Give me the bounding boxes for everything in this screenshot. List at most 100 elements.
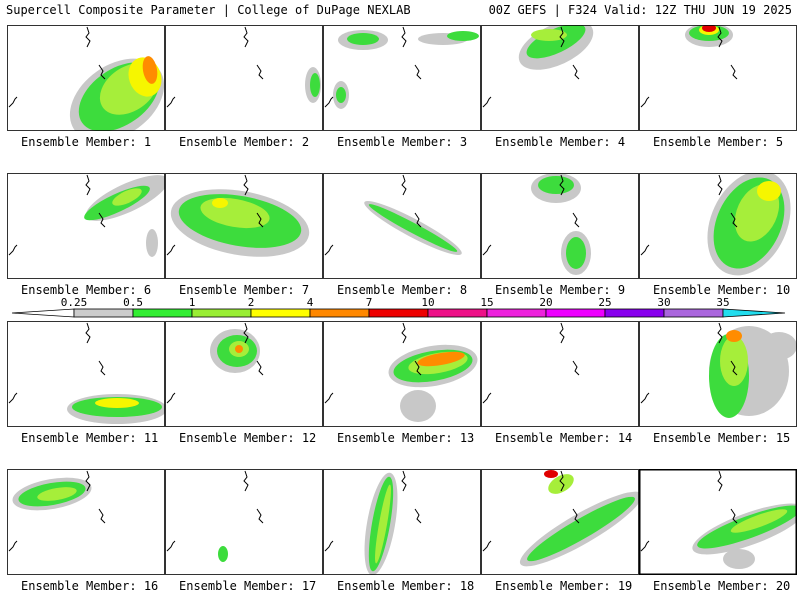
colorbar-segment [604, 308, 665, 318]
colorbar-high-arrow [722, 308, 786, 318]
scp-map-10 [639, 173, 797, 279]
ensemble-panel-16 [7, 469, 165, 575]
ensemble-member-label: Ensemble Member: 3 [337, 135, 468, 149]
colorbar-segment [486, 308, 547, 318]
colorbar-segment [427, 308, 488, 318]
coastline-outline [324, 26, 422, 108]
scp-contours-9 [531, 173, 591, 275]
scp-map-3 [323, 25, 481, 131]
ensemble-member-label: Ensemble Member: 6 [21, 283, 152, 297]
scp-map-11 [7, 321, 165, 427]
ensemble-member-label: Ensemble Member: 10 [653, 283, 791, 297]
color-scale-bar [11, 308, 786, 318]
ensemble-panel-6 [7, 173, 165, 279]
colorbar-tick-label: 4 [306, 296, 314, 309]
scp-map-6 [7, 173, 165, 279]
ensemble-panel-11 [7, 321, 165, 427]
scp-map-18 [323, 469, 481, 575]
scp-contours-13 [388, 344, 478, 422]
ensemble-member-label: Ensemble Member: 4 [495, 135, 626, 149]
colorbar-segment [191, 308, 252, 318]
coastline-outline [8, 470, 106, 552]
ensemble-member-label: Ensemble Member: 19 [495, 579, 633, 593]
ensemble-member-label: Ensemble Member: 14 [495, 431, 633, 445]
ensemble-panel-4 [481, 25, 639, 131]
scp-contours-4 [518, 25, 594, 70]
ensemble-panel-13 [323, 321, 481, 427]
scp-map-16 [7, 469, 165, 575]
coastline-outline [8, 26, 106, 108]
ensemble-panel-20 [639, 469, 797, 575]
scp-map-8 [323, 173, 481, 279]
scp-contours-2 [305, 67, 321, 103]
colorbar-segment [73, 308, 134, 318]
coastline-outline [8, 322, 106, 404]
colorbar-tick-label: 10 [421, 296, 435, 309]
scp-map-5 [639, 25, 797, 131]
model-run-label: 00Z GEFS | F324 Valid: 12Z THU JUN 19 20… [488, 3, 792, 17]
colorbar-tick-label: 20 [539, 296, 553, 309]
coastline-outline [640, 26, 738, 108]
coastline-outline [166, 26, 264, 108]
ensemble-member-label: Ensemble Member: 12 [179, 431, 317, 445]
ensemble-member-label: Ensemble Member: 7 [179, 283, 310, 297]
ensemble-member-label: Ensemble Member: 18 [337, 579, 475, 593]
scp-map-1 [7, 25, 165, 131]
ensemble-panel-10 [639, 173, 797, 279]
ensemble-panel-3 [323, 25, 481, 131]
colorbar-low-arrow [11, 308, 75, 318]
coastline-outline [482, 26, 580, 108]
scp-map-13 [323, 321, 481, 427]
colorbar-segment [309, 308, 370, 318]
ensemble-member-label: Ensemble Member: 15 [653, 431, 791, 445]
ensemble-member-label: Ensemble Member: 11 [21, 431, 159, 445]
scp-contours-3 [333, 30, 479, 109]
scp-map-19 [481, 469, 639, 575]
scp-contours-20 [692, 503, 797, 569]
colorbar-segment [368, 308, 429, 318]
ensemble-panel-18 [323, 469, 481, 575]
ensemble-member-label: Ensemble Member: 2 [179, 135, 310, 149]
colorbar-segment [663, 308, 724, 318]
ensemble-panel-17 [165, 469, 323, 575]
scp-map-15 [639, 321, 797, 427]
scp-map-12 [165, 321, 323, 427]
scp-contours-8 [364, 200, 462, 256]
ensemble-panel-8 [323, 173, 481, 279]
colorbar-tick-label: 7 [365, 296, 373, 309]
scp-map-9 [481, 173, 639, 279]
ensemble-member-label: Ensemble Member: 20 [653, 579, 791, 593]
ensemble-member-label: Ensemble Member: 5 [653, 135, 784, 149]
scp-contours-15 [709, 326, 797, 418]
colorbar-tick-label: 25 [598, 296, 612, 309]
colorbar-segment [132, 308, 193, 318]
colorbar-tick-label: 15 [480, 296, 494, 309]
ensemble-member-label: Ensemble Member: 16 [21, 579, 159, 593]
coastline-outline [640, 322, 738, 404]
colorbar-tick-label: 30 [657, 296, 671, 309]
coastline-outline [640, 470, 738, 552]
ensemble-member-label: Ensemble Member: 8 [337, 283, 468, 297]
scp-map-20 [639, 469, 797, 575]
coastline-outline [8, 174, 106, 256]
scp-contours-6 [84, 175, 165, 257]
ensemble-member-label: Ensemble Member: 17 [179, 579, 317, 593]
colorbar-tick-label: 2 [247, 296, 255, 309]
colorbar-tick-label: 0.5 [123, 296, 143, 309]
ensemble-member-label: Ensemble Member: 1 [21, 135, 152, 149]
coastline-outline [324, 322, 422, 404]
ensemble-panel-7 [165, 173, 323, 279]
ensemble-panel-12 [165, 321, 323, 427]
scp-contours-17 [218, 546, 228, 562]
coastline-outline [482, 322, 580, 404]
colorbar-segment [250, 308, 311, 318]
ensemble-panel-15 [639, 321, 797, 427]
ensemble-panel-9 [481, 173, 639, 279]
coastline-outline [482, 174, 580, 256]
scp-contours-11 [67, 394, 165, 424]
scp-contours-10 [707, 173, 791, 276]
coastline-outline [640, 174, 738, 256]
scp-map-7 [165, 173, 323, 279]
scp-contours-12 [210, 329, 260, 373]
ensemble-panel-14 [481, 321, 639, 427]
